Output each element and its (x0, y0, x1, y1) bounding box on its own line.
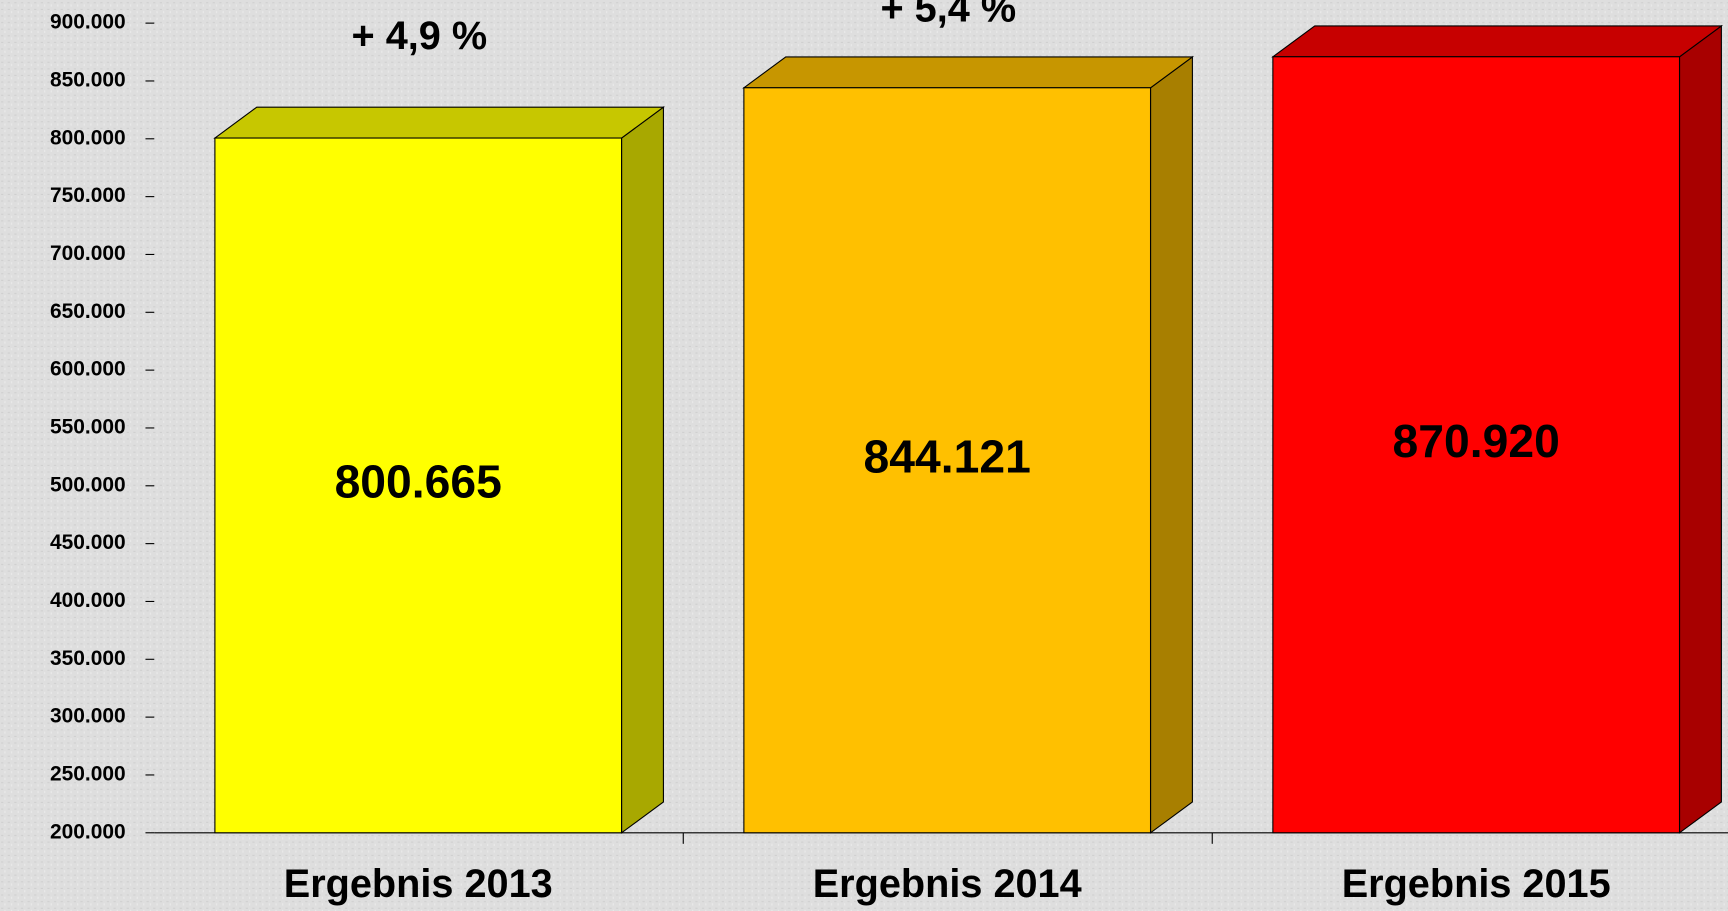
y-tick-label: 650.000 (50, 300, 126, 323)
bar-side (1149, 55, 1193, 834)
value-label: 844.121 (864, 431, 1031, 483)
growth-annotation: + 4,9 % (352, 14, 488, 58)
bar-top (742, 56, 1195, 89)
y-tick-label: 450.000 (50, 531, 126, 554)
y-tick-label: 350.000 (50, 647, 126, 670)
bar-front (743, 87, 1152, 834)
bar (1271, 24, 1724, 834)
y-tick-label: 400.000 (50, 589, 126, 612)
y-tick-label: 800.000 (50, 126, 126, 149)
bar-front (214, 137, 623, 834)
bar-top (213, 106, 666, 139)
bar (213, 106, 666, 834)
y-tick-label: 200.000 (50, 820, 126, 843)
bar-side (620, 106, 664, 834)
y-tick-label: 550.000 (50, 415, 126, 438)
bar-top (1271, 25, 1724, 58)
bar (742, 55, 1195, 834)
value-label: 800.665 (335, 456, 502, 508)
value-label: 870.920 (1393, 415, 1560, 467)
bar-side (1678, 24, 1722, 834)
y-tick-label: 850.000 (50, 68, 126, 91)
y-tick-label: 750.000 (50, 184, 126, 207)
y-tick-label: 900.000 (50, 11, 126, 34)
x-tick-label: Ergebnis 2015 (1342, 862, 1611, 906)
y-tick-label: 600.000 (50, 358, 126, 381)
y-tick-label: 500.000 (50, 473, 126, 496)
x-tick-label: Ergebnis 2013 (284, 862, 553, 906)
y-tick-label: 250.000 (50, 762, 126, 785)
y-tick-label: 700.000 (50, 242, 126, 265)
y-tick-label: 300.000 (50, 705, 126, 728)
bar-front (1272, 56, 1681, 834)
x-tick-label: Ergebnis 2014 (813, 862, 1082, 906)
growth-annotation: + 5,4 % (880, 0, 1016, 30)
